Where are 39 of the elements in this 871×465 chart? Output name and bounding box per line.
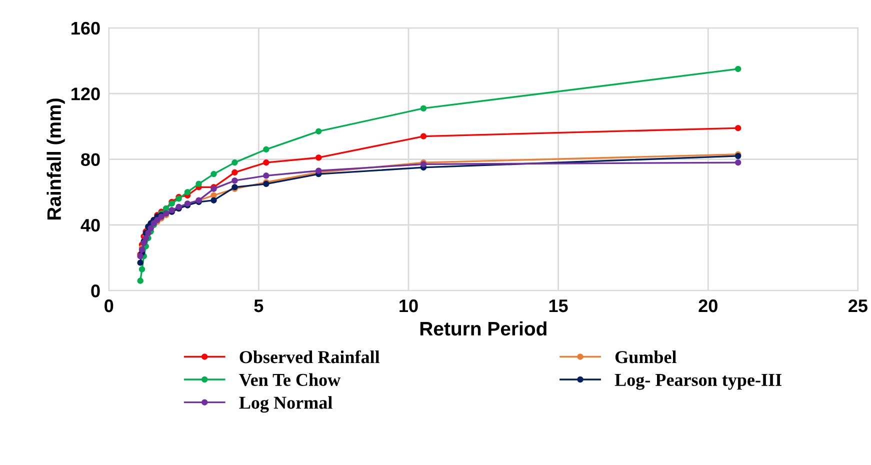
point (137, 278, 144, 284)
x-tick-label: 20 (698, 299, 718, 312)
x-tick-label: 0 (104, 299, 114, 312)
x-tick-label: 5 (254, 300, 264, 312)
point (734, 124, 742, 132)
y-tick-label: 80 (81, 153, 100, 166)
legend-label: Ven Te Chow (239, 373, 341, 386)
legend-label: Gumbel (615, 350, 676, 364)
point (420, 105, 427, 112)
point (210, 192, 217, 199)
legend-label: Log- Pearson type-III (614, 374, 782, 390)
point (210, 197, 217, 204)
point (138, 266, 146, 272)
point (263, 159, 270, 166)
point (734, 66, 742, 72)
point (315, 154, 322, 161)
point (734, 159, 742, 166)
y-axis-title: Rainfall (mm) (46, 98, 65, 220)
y-tick-label: 0 (91, 284, 100, 298)
y-tick-label: 40 (80, 218, 100, 232)
x-axis-title: Return Period (420, 321, 546, 336)
point (263, 146, 270, 153)
point (263, 172, 270, 179)
point (210, 170, 217, 178)
y-tick-label: 120 (72, 88, 100, 100)
point (420, 133, 427, 140)
x-tick-label: 25 (848, 299, 868, 312)
point (315, 128, 322, 134)
legend-label: Log Normal (239, 396, 332, 413)
point (137, 260, 144, 266)
point (232, 177, 238, 184)
y-tick-label: 160 (72, 22, 100, 35)
x-tick-label: 10 (400, 299, 418, 312)
point (196, 180, 202, 188)
point (184, 188, 191, 196)
legend-label: Observed Rainfall (240, 350, 380, 364)
x-tick-label: 15 (549, 300, 568, 312)
point (232, 169, 238, 176)
point (232, 159, 238, 166)
